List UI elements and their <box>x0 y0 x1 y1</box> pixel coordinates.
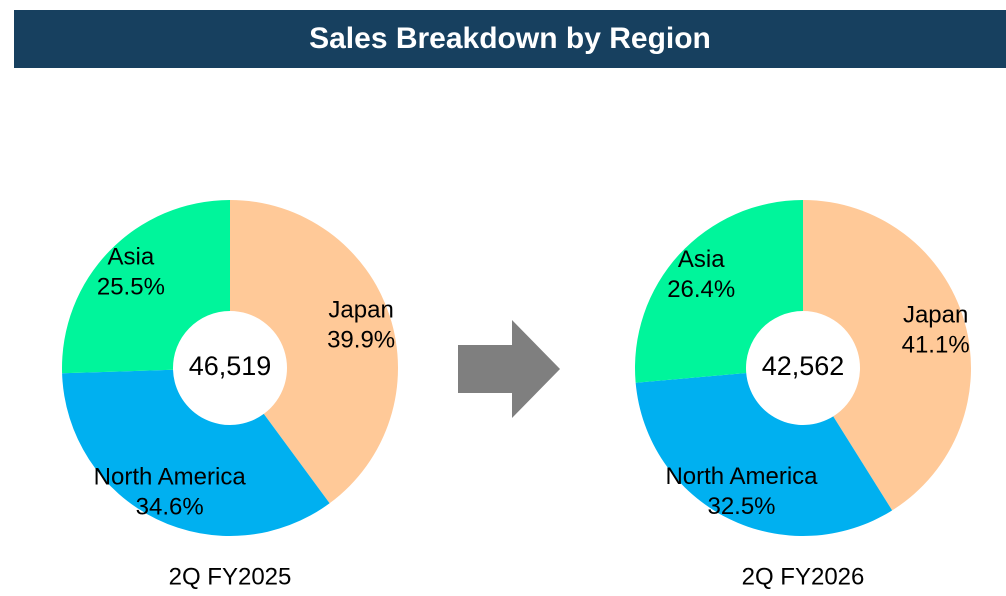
donut-slice <box>803 200 971 511</box>
chart-caption: 2Q FY2025 <box>169 563 292 590</box>
center-total: 42,562 <box>762 351 845 381</box>
donut-slice <box>61 200 230 374</box>
slice-value: 32.5% <box>707 493 775 520</box>
slice-value: 25.5% <box>97 273 165 300</box>
slice-value: 41.1% <box>902 331 970 358</box>
slice-value: 34.6% <box>136 493 204 520</box>
donut-slice <box>635 200 803 383</box>
center-total: 46,519 <box>189 351 272 381</box>
donut-slice <box>230 200 398 504</box>
arrow <box>458 320 560 418</box>
donut-slice <box>635 373 893 536</box>
slice-label: Japan <box>328 296 393 323</box>
donut-slice <box>62 369 330 536</box>
slice-value: 39.9% <box>327 326 395 353</box>
slice-label: North America <box>94 463 247 490</box>
slice-label: Asia <box>678 246 725 273</box>
page-title: Sales Breakdown by Region <box>309 22 711 55</box>
slice-value: 26.4% <box>667 276 735 303</box>
chart-caption: 2Q FY2026 <box>742 563 865 590</box>
slice-label: North America <box>665 463 818 490</box>
header-bar <box>14 10 1006 68</box>
slice-label: Japan <box>903 301 968 328</box>
slice-label: Asia <box>108 243 155 270</box>
